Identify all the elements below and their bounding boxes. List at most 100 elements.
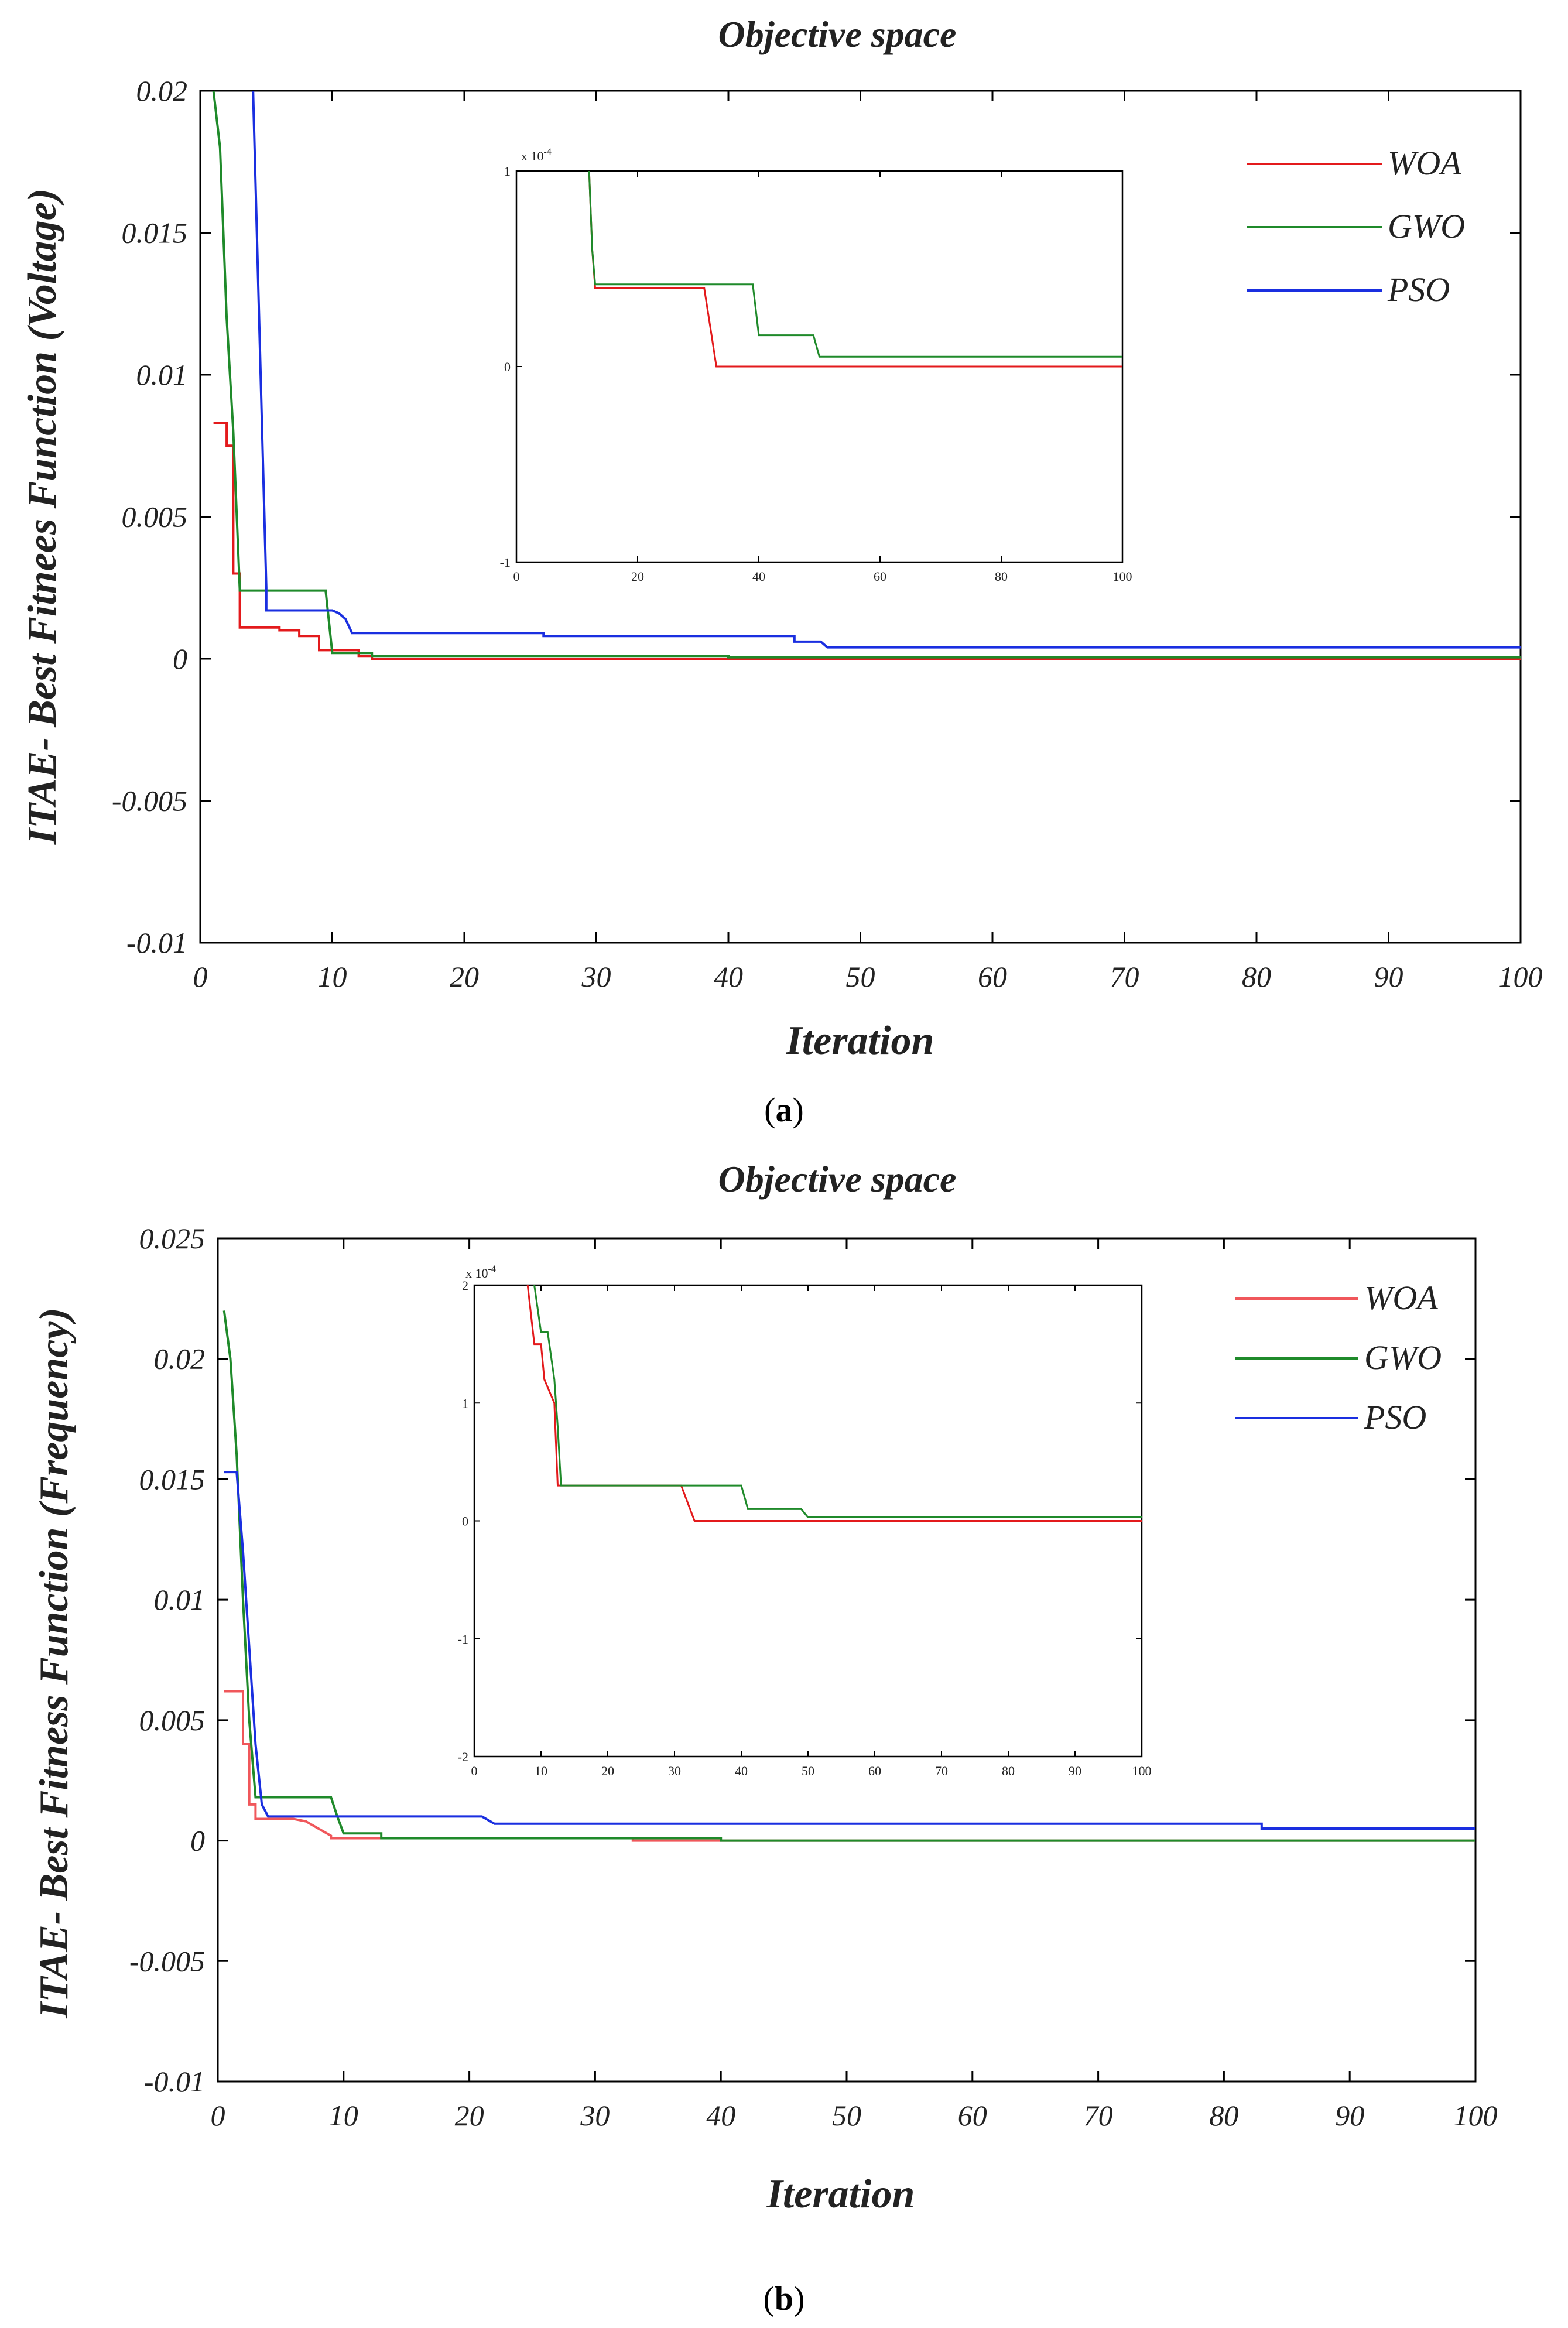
inset-series-line-gwo	[588, 170, 1122, 358]
inset-x-tick-label: 100	[1132, 1764, 1152, 1778]
inset-series-line-woa	[526, 1285, 1142, 1522]
inset-x-tick-label: 60	[868, 1764, 881, 1778]
y-tick-label: 0	[173, 642, 187, 675]
panel-b-caption: (b)	[764, 2279, 805, 2317]
y-tick-label: 0.015	[139, 1463, 206, 1495]
x-tick-label: 10	[329, 2099, 358, 2132]
panel-b-y-axis-title: ITAE- Best Fitness Function (Frequency)	[32, 1307, 77, 2018]
y-tick-label: 0	[190, 1824, 205, 1857]
panel-a-y-axis-title: ITAE- Best Fitnees Function (Voltage)	[20, 189, 65, 845]
inset-x-tick-label: 100	[1113, 569, 1132, 584]
x-tick-label: 90	[1374, 960, 1403, 993]
panel-a-inset-series-lines	[588, 170, 1122, 368]
y-tick-label: 0.025	[139, 1222, 206, 1255]
panel-b-inset-chart: x 10-4 210-1-20 10 20 30 40 50 60 70 80 90 100	[458, 1264, 1152, 1778]
inset-y-tick-label: -1	[500, 555, 511, 570]
panel-a-legend: WOA GWO PSO	[1247, 144, 1465, 309]
inset-y-tick-label: 1	[462, 1396, 468, 1411]
panel-a-series-lines	[212, 90, 1521, 660]
y-tick-label: 0.02	[136, 74, 188, 107]
x-tick-label: 30	[581, 960, 611, 993]
series-line-gwo	[212, 90, 1521, 659]
panel-a-x-axis: 0 10 20 30 40 50 60 70 80 90 100	[193, 91, 1543, 993]
inset-x-tick-label: 60	[874, 569, 886, 584]
y-tick-label: -0.01	[144, 2065, 205, 2098]
inset-x-tick-label: 50	[802, 1764, 814, 1778]
panel-b-y-axis: 0.025 0.02 0.015 0.01 0.005 0 -0.005 -0.01	[129, 1222, 1475, 2098]
inset-x-tick-label: 30	[668, 1764, 681, 1778]
panel-b-series-lines	[222, 1310, 1475, 1842]
inset-x-tick-label: 70	[935, 1764, 948, 1778]
legend-b-woa-label: WOA	[1364, 1279, 1438, 1317]
panel-b-x-axis-title: Iteration	[766, 2172, 915, 2217]
y-tick-label: -0.005	[129, 1944, 205, 1977]
inset-y-tick-label: -1	[458, 1632, 468, 1646]
legend-a-woa-label: WOA	[1388, 144, 1461, 182]
x-tick-label: 100	[1454, 2099, 1498, 2132]
x-tick-label: 0	[193, 960, 208, 993]
inset-series-line-gwo	[533, 1285, 1142, 1518]
inset-x-tick-label: 0	[471, 1764, 478, 1778]
inset-y-tick-label: 0	[504, 360, 511, 374]
y-tick-label: 0.01	[136, 358, 188, 391]
inset-x-tick-label: 40	[735, 1764, 748, 1778]
x-tick-label: 20	[455, 2099, 484, 2132]
inset-x-tick-label: 10	[535, 1764, 547, 1778]
panel-a-chart: Objective space 0.02 0.015 0.01 0.005 0 -0.00…	[20, 13, 1543, 1129]
x-tick-label: 80	[1242, 960, 1271, 993]
x-tick-label: 40	[706, 2099, 735, 2132]
x-tick-label: 20	[450, 960, 479, 993]
x-tick-label: 0	[211, 2099, 225, 2132]
x-tick-label: 60	[958, 2099, 987, 2132]
y-tick-label: 0.02	[154, 1343, 206, 1375]
series-line-woa	[213, 422, 1521, 660]
panel-b-x-axis: 0 10 20 30 40 50 60 70 80 90 100	[211, 1238, 1498, 2132]
y-tick-label: 0.01	[154, 1583, 206, 1616]
series-line-pso	[252, 90, 1521, 649]
y-tick-label: 0.005	[139, 1704, 206, 1737]
y-tick-label: 0.015	[122, 217, 188, 249]
panel-b-inset-exponent: x 10-4	[465, 1264, 496, 1281]
legend-b-gwo-label: GWO	[1364, 1338, 1442, 1377]
panel-a-title: Objective space	[718, 13, 957, 55]
panel-a-y-axis: 0.02 0.015 0.01 0.005 0 -0.005 -0.01	[112, 74, 1521, 959]
legend-a-gwo-label: GWO	[1388, 207, 1465, 245]
panel-a-inset-axes: 10-10 20 40 60 80 100	[500, 164, 1132, 584]
panel-a-caption: (a)	[764, 1091, 804, 1129]
inset-x-tick-label: 40	[752, 569, 765, 584]
x-tick-label: 100	[1499, 960, 1543, 993]
panel-b-chart: Objective space 0.0250.020.0150.010.0050…	[32, 1158, 1498, 2317]
x-tick-label: 10	[318, 960, 347, 993]
x-tick-label: 50	[832, 2099, 861, 2132]
inset-x-tick-label: 90	[1069, 1764, 1081, 1778]
y-tick-label: 0.005	[122, 501, 188, 533]
x-tick-label: 70	[1110, 960, 1139, 993]
inset-x-tick-label: 0	[513, 569, 520, 584]
x-tick-label: 40	[714, 960, 743, 993]
x-tick-label: 90	[1335, 2099, 1364, 2132]
inset-y-tick-label: 2	[462, 1278, 468, 1293]
panel-b-title: Objective space	[718, 1158, 957, 1200]
series-line-pso	[224, 1471, 1475, 1830]
inset-x-tick-label: 80	[995, 569, 1008, 584]
inset-x-tick-label: 80	[1002, 1764, 1015, 1778]
x-tick-label: 70	[1084, 2099, 1113, 2132]
panel-b-inset-series-lines	[526, 1285, 1142, 1522]
y-tick-label: -0.01	[126, 926, 187, 959]
panel-a-inset-exponent: x 10-4	[521, 147, 552, 163]
inset-y-tick-label: 0	[462, 1514, 468, 1529]
inset-y-tick-label: 1	[504, 164, 511, 179]
inset-x-tick-label: 20	[601, 1764, 614, 1778]
panel-a-inset-chart: x 10-4 10-10 20 40 60 80 100	[500, 147, 1132, 584]
legend-a-pso-label: PSO	[1387, 271, 1450, 309]
inset-y-tick-label: -2	[458, 1750, 468, 1764]
panel-b-legend: WOA GWO PSO	[1235, 1279, 1442, 1436]
legend-b-pso-label: PSO	[1364, 1398, 1426, 1436]
x-tick-label: 50	[846, 960, 875, 993]
x-tick-label: 60	[978, 960, 1007, 993]
inset-x-tick-label: 20	[631, 569, 644, 584]
x-tick-label: 80	[1209, 2099, 1238, 2132]
panel-a-x-axis-title: Iteration	[786, 1018, 934, 1063]
x-tick-label: 30	[580, 2099, 610, 2132]
